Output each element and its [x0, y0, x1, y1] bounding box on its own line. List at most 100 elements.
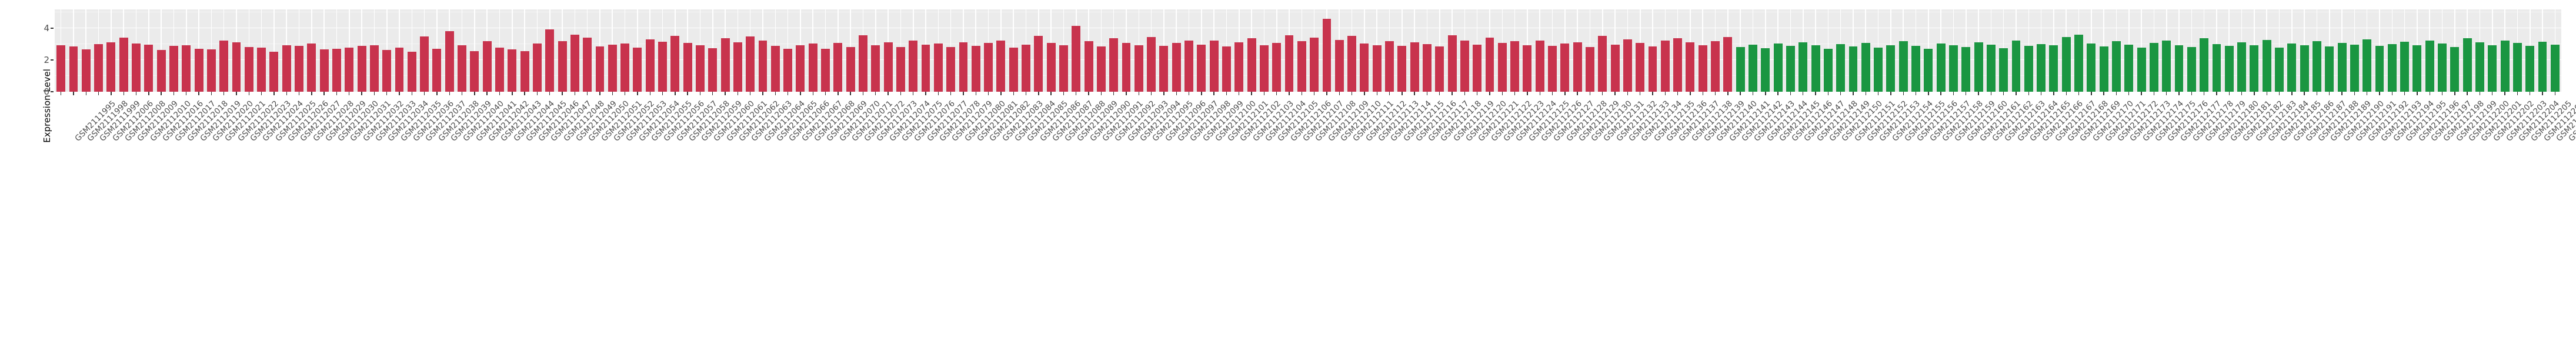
bar[interactable]	[445, 31, 454, 92]
bar[interactable]	[783, 48, 793, 92]
bar[interactable]	[1823, 48, 1833, 92]
bar[interactable]	[2250, 45, 2259, 92]
bar[interactable]	[2200, 38, 2209, 92]
bar[interactable]	[458, 45, 467, 92]
bar[interactable]	[2112, 41, 2121, 92]
bar[interactable]	[382, 50, 392, 92]
bar[interactable]	[1673, 38, 1683, 92]
bar[interactable]	[1059, 45, 1068, 92]
bar[interactable]	[332, 48, 341, 92]
bar[interactable]	[2011, 41, 2021, 92]
bar[interactable]	[1523, 45, 1532, 92]
bar[interactable]	[2137, 48, 2146, 92]
bar[interactable]	[658, 42, 667, 92]
bar[interactable]	[2099, 46, 2108, 92]
bar[interactable]	[69, 46, 78, 92]
bar[interactable]	[608, 44, 617, 92]
bar[interactable]	[2187, 47, 2196, 92]
bar[interactable]	[2475, 42, 2484, 92]
bar[interactable]	[984, 43, 993, 92]
bar[interactable]	[1172, 43, 1181, 92]
bar[interactable]	[520, 51, 529, 92]
bar[interactable]	[2363, 39, 2372, 92]
bar[interactable]	[1034, 36, 1043, 92]
bar[interactable]	[1586, 47, 1594, 92]
bar[interactable]	[1848, 46, 1858, 92]
bar[interactable]	[1310, 37, 1319, 92]
bar[interactable]	[282, 45, 291, 92]
bar[interactable]	[1836, 44, 1846, 92]
bar[interactable]	[758, 40, 768, 92]
bar[interactable]	[232, 42, 241, 92]
bar[interactable]	[1986, 44, 1996, 92]
bar[interactable]	[2462, 38, 2472, 92]
bar[interactable]	[1898, 41, 1908, 92]
bar[interactable]	[2224, 46, 2234, 92]
bar[interactable]	[2425, 40, 2434, 92]
bar[interactable]	[1497, 43, 1507, 92]
bar[interactable]	[1247, 38, 1256, 92]
bar[interactable]	[357, 46, 366, 92]
bar[interactable]	[1886, 45, 1896, 92]
bar[interactable]	[2074, 34, 2083, 92]
bar[interactable]	[1798, 42, 1808, 92]
bar[interactable]	[432, 48, 442, 92]
bar[interactable]	[219, 40, 229, 92]
bar[interactable]	[946, 47, 956, 92]
bar[interactable]	[1924, 48, 1933, 92]
bar[interactable]	[1322, 18, 1332, 92]
bar[interactable]	[1961, 47, 1971, 92]
bar[interactable]	[633, 48, 642, 92]
bar[interactable]	[1749, 44, 1757, 92]
bar[interactable]	[1473, 44, 1482, 92]
bar[interactable]	[2049, 45, 2058, 92]
bar[interactable]	[2337, 43, 2347, 92]
bar[interactable]	[883, 42, 893, 92]
bar[interactable]	[2550, 44, 2560, 92]
bar[interactable]	[909, 41, 918, 92]
bar[interactable]	[1347, 36, 1357, 92]
bar[interactable]	[1209, 41, 1219, 92]
bar[interactable]	[1046, 43, 1056, 92]
bar[interactable]	[1861, 43, 1870, 92]
bar[interactable]	[670, 36, 680, 92]
bar[interactable]	[1096, 46, 1106, 92]
bar[interactable]	[645, 39, 655, 92]
bar[interactable]	[144, 44, 154, 92]
bar[interactable]	[1297, 41, 1306, 92]
bar[interactable]	[1573, 42, 1582, 92]
bar[interactable]	[1084, 41, 1093, 92]
bar[interactable]	[2275, 48, 2284, 92]
bar[interactable]	[206, 49, 216, 92]
bar[interactable]	[2325, 46, 2334, 92]
bar[interactable]	[871, 45, 880, 92]
bar[interactable]	[1723, 37, 1733, 92]
bar[interactable]	[1410, 42, 1419, 92]
bar[interactable]	[1911, 46, 1920, 92]
bar[interactable]	[1284, 35, 1294, 92]
bar[interactable]	[1623, 39, 1632, 92]
bar[interactable]	[2174, 45, 2184, 92]
bar[interactable]	[683, 43, 692, 92]
bar[interactable]	[570, 34, 579, 92]
bar[interactable]	[846, 47, 855, 92]
bar[interactable]	[996, 40, 1006, 92]
bar[interactable]	[2500, 41, 2510, 92]
bar[interactable]	[1548, 46, 1557, 92]
bar[interactable]	[1510, 41, 1520, 92]
bar[interactable]	[1134, 45, 1143, 92]
bar[interactable]	[369, 45, 379, 92]
bar[interactable]	[1598, 36, 1607, 92]
bar[interactable]	[696, 45, 705, 92]
bar[interactable]	[345, 48, 354, 92]
bar[interactable]	[1385, 41, 1394, 92]
bar[interactable]	[2375, 46, 2384, 92]
bar[interactable]	[156, 50, 166, 92]
bar[interactable]	[169, 46, 178, 92]
bar[interactable]	[796, 45, 805, 92]
bar[interactable]	[1660, 41, 1670, 92]
bar[interactable]	[583, 37, 592, 92]
bar[interactable]	[1698, 45, 1707, 92]
bar[interactable]	[821, 48, 830, 92]
bar[interactable]	[1811, 45, 1820, 92]
